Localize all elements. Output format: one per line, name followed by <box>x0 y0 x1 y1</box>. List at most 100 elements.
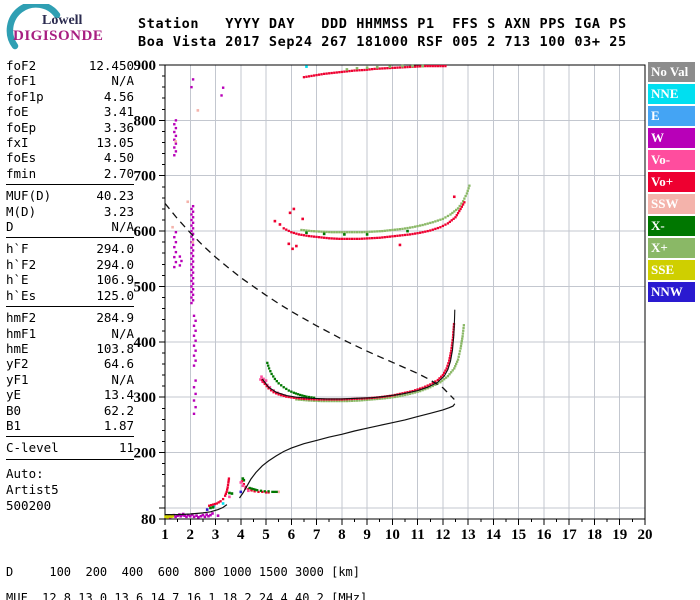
data-dot <box>419 224 422 227</box>
data-dot <box>449 352 452 355</box>
data-dot <box>254 488 257 491</box>
data-dot <box>266 361 269 365</box>
data-dot <box>174 140 177 143</box>
data-dot <box>268 385 272 389</box>
data-dot <box>373 230 376 233</box>
data-dot <box>227 481 230 484</box>
data-dot <box>190 268 193 272</box>
data-dot <box>299 393 302 397</box>
data-dot <box>421 223 424 227</box>
header-readout: Station YYYY DAY DDD HHMMSS P1 FFS S AXN… <box>138 15 627 51</box>
legend-item-xminus: X- <box>648 216 695 236</box>
data-dot <box>458 352 461 356</box>
data-dot <box>403 393 407 397</box>
data-dot <box>386 235 389 239</box>
data-dot <box>179 514 182 518</box>
parameter-label: yE <box>6 387 22 403</box>
data-dot <box>436 382 439 385</box>
data-dot <box>191 293 195 296</box>
legend-item-nne: NNE <box>648 84 695 104</box>
x-axis-label: 15 <box>511 527 526 543</box>
data-dot <box>265 384 268 388</box>
data-dot <box>188 514 192 518</box>
parameter-row: M(D) 3.23 <box>6 204 134 219</box>
data-dot <box>290 396 293 399</box>
data-dot <box>426 387 429 390</box>
data-dot <box>431 228 434 231</box>
data-dot <box>282 394 285 398</box>
data-dot <box>353 237 356 240</box>
data-dot <box>330 71 333 75</box>
data-dot <box>413 391 417 394</box>
data-dot <box>173 154 176 157</box>
data-dot <box>371 237 374 240</box>
data-dot <box>310 235 313 238</box>
data-dot <box>408 65 412 69</box>
data-dot <box>191 260 195 263</box>
data-dot <box>429 64 432 68</box>
data-dot <box>174 260 178 264</box>
data-dot <box>173 146 176 149</box>
parameter-label: D <box>6 219 14 235</box>
data-dot <box>426 64 429 68</box>
data-dot <box>343 399 346 403</box>
data-dot <box>386 229 389 232</box>
logo-arc-icon <box>6 1 61 50</box>
data-dot <box>431 64 434 68</box>
legend-item-ssw: SSW <box>648 194 695 214</box>
data-dot <box>444 216 447 219</box>
data-dot <box>277 382 280 385</box>
data-dot <box>192 364 196 367</box>
data-dot <box>302 398 306 402</box>
data-dot <box>302 76 306 79</box>
data-dot <box>343 231 346 234</box>
data-dot <box>292 396 295 399</box>
data-dot <box>451 336 455 339</box>
data-dot <box>325 399 328 403</box>
data-dot <box>381 236 384 239</box>
data-dot <box>323 72 326 76</box>
data-dot <box>328 237 331 240</box>
data-dot <box>396 395 399 398</box>
data-dot <box>431 384 434 388</box>
parameter-label: fmin <box>6 165 37 181</box>
data-dot <box>217 501 220 504</box>
data-dot <box>315 73 318 77</box>
parameter-row: fmin 2.70 <box>6 166 134 181</box>
parameter-row: foEs 4.50 <box>6 150 134 165</box>
data-dot <box>411 64 414 68</box>
legend-item-sse: SSE <box>648 260 695 280</box>
data-dot <box>301 217 304 221</box>
data-dot <box>320 230 323 233</box>
data-dot <box>429 221 432 225</box>
parameter-row: hmF2 284.9 <box>6 310 134 325</box>
data-dot <box>446 214 450 218</box>
data-dot <box>393 66 397 69</box>
data-dot <box>190 285 193 288</box>
x-axis-label: 11 <box>411 527 425 543</box>
data-dot <box>320 399 323 403</box>
data-dot <box>424 388 427 391</box>
data-dot <box>424 64 427 68</box>
data-dot <box>273 219 277 223</box>
data-dot <box>406 229 409 233</box>
data-dot <box>371 68 374 71</box>
parameter-row: h`F2 294.0 <box>6 257 134 272</box>
data-dot <box>434 383 437 386</box>
data-dot <box>224 492 228 495</box>
data-dot <box>373 236 376 240</box>
data-dot <box>416 390 419 393</box>
data-dot <box>168 514 172 518</box>
profile-bottom-line-path <box>165 504 228 516</box>
data-dot <box>391 66 394 70</box>
data-dot <box>325 72 328 75</box>
data-dot <box>310 399 313 402</box>
data-dot <box>296 393 300 396</box>
data-dot <box>449 371 453 374</box>
parameter-group: foF2 12.450 foF1 N/A foF1p 4.56 foE 3.41 foEp 3.3… <box>6 58 134 186</box>
data-dot <box>406 393 409 396</box>
data-dot <box>278 223 282 226</box>
data-dot <box>197 516 200 519</box>
